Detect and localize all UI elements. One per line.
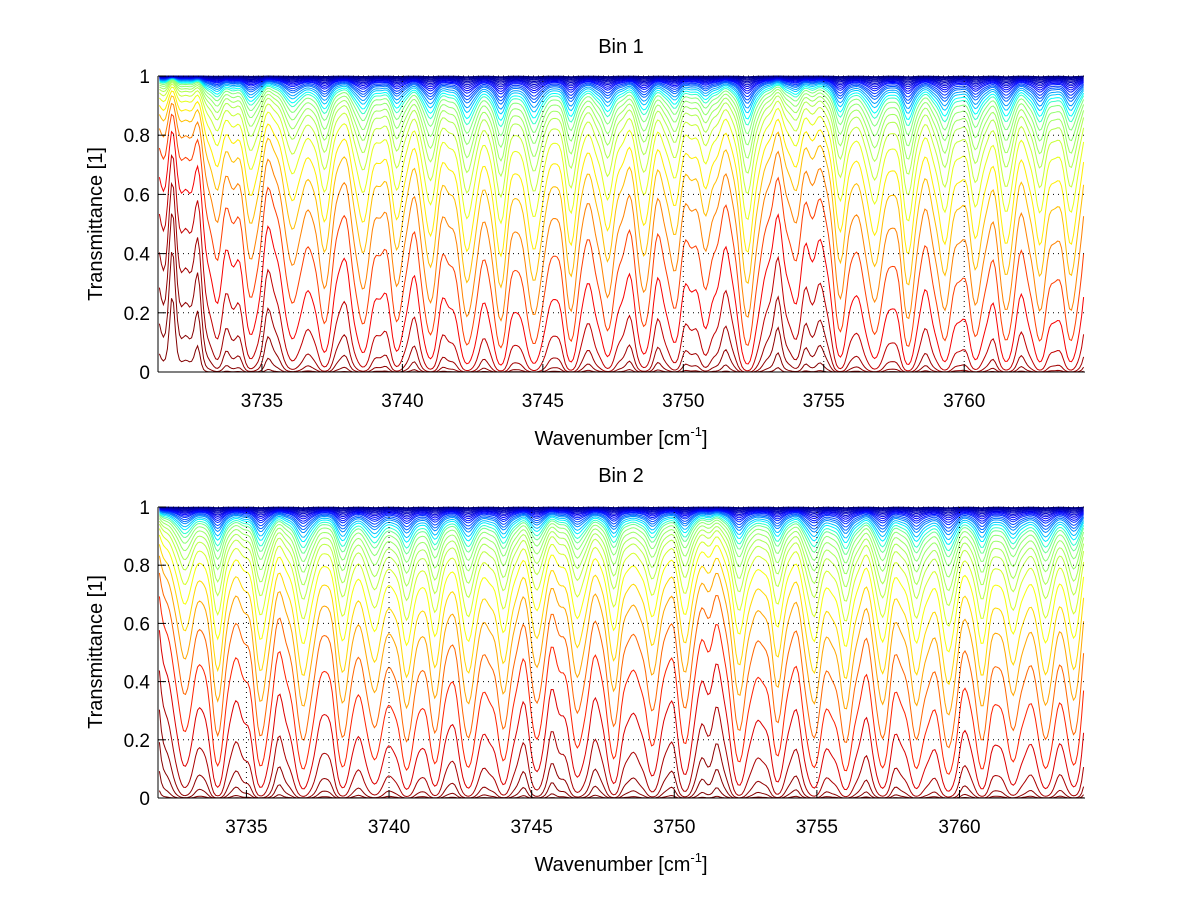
spectrum-curve (159, 509, 1084, 529)
spectrum-curve (159, 516, 1085, 567)
subplot-bin-2: Bin 2 3735 3740 3745 3750 3755 3760 0 0.2 0.4 0.… (85, 465, 1085, 876)
spectrum-curve (158, 130, 1085, 366)
spectra-curves (158, 506, 1085, 799)
spectrum-curve (158, 596, 1085, 775)
spectrum-curve (159, 80, 1085, 162)
spectrum-curve (158, 113, 1085, 349)
x-tick-label: 3760 (938, 817, 980, 838)
subplot-bin-1: Bin 1 3735 3740 3745 3750 3755 3760 0 0.2 0.4 0.… (85, 36, 1085, 450)
spectrum-curve (158, 528, 1085, 627)
y-tick-label: 0.8 (124, 126, 150, 147)
spectrum-curve (158, 102, 1085, 322)
y-tick-label: 0.2 (124, 731, 150, 752)
spectrum-curve (159, 510, 1085, 532)
chart-title: Bin 1 (598, 36, 644, 58)
spectrum-curve (159, 508, 1084, 523)
spectrum-curve (159, 75, 1084, 83)
y-tick-labels: 0 0.2 0.4 0.6 0.8 1 (124, 498, 151, 810)
spectrum-curve (159, 514, 1085, 558)
spectrum-curve (159, 518, 1085, 578)
spectrum-curve (159, 76, 1084, 86)
spectrum-curve (158, 555, 1085, 716)
spectrum-curve (159, 512, 1085, 545)
y-tick-label: 0.6 (124, 185, 150, 206)
x-axis-label: Wavenumber [cm-1] (534, 850, 707, 876)
y-axis-label: Transmittance [1] (85, 147, 107, 301)
x-tick-label: 3745 (522, 391, 564, 412)
spectrum-curve (159, 76, 1084, 95)
spectrum-curve (159, 77, 1084, 110)
spectrum-curve (158, 534, 1085, 653)
x-tick-label: 3735 (241, 391, 283, 412)
spectrum-curve (159, 507, 1084, 517)
spectrum-curve (159, 86, 1085, 225)
x-tick-label: 3740 (381, 391, 423, 412)
spectrum-curve (158, 630, 1085, 792)
y-tick-label: 0 (139, 789, 150, 810)
x-axis-label: Wavenumber [cm-1] (534, 424, 707, 450)
spectrum-curve (159, 78, 1085, 128)
spectrum-curve (159, 76, 1084, 93)
grid-lines (158, 506, 1085, 799)
y-tick-labels: 0 0.2 0.4 0.6 0.8 1 (124, 67, 151, 384)
x-tick-label: 3745 (511, 817, 553, 838)
spectrum-curve (159, 76, 1084, 90)
spectrum-curve (159, 508, 1084, 519)
spectrum-curve (158, 153, 1085, 372)
x-tick-label: 3740 (368, 817, 410, 838)
y-tick-label: 1 (139, 498, 150, 519)
y-tick-label: 0.6 (124, 614, 150, 635)
spectrum-curve (159, 77, 1085, 115)
y-tick-label: 0.2 (124, 304, 150, 325)
x-tick-label: 3750 (662, 391, 704, 412)
spectrum-curve (159, 79, 1085, 149)
spectrum-curve (158, 90, 1085, 258)
spectrum-curve (158, 213, 1085, 373)
x-tick-label: 3735 (225, 817, 267, 838)
x-tick-labels: 3735 3740 3745 3750 3755 3760 (225, 817, 980, 838)
spectrum-curve (159, 76, 1084, 88)
spectrum-curve (158, 544, 1085, 686)
y-tick-label: 0 (139, 363, 150, 384)
spectrum-curve (158, 95, 1085, 289)
spectrum-curve (158, 742, 1084, 799)
spectrum-curve (158, 181, 1085, 373)
spectrum-curve (159, 509, 1084, 526)
y-tick-label: 0.4 (124, 245, 151, 266)
y-tick-label: 1 (139, 67, 150, 88)
y-tick-label: 0.4 (124, 673, 151, 694)
spectrum-curve (159, 77, 1084, 105)
chart-title: Bin 2 (598, 465, 644, 487)
x-tick-label: 3760 (943, 391, 985, 412)
x-tick-label: 3750 (653, 817, 695, 838)
spectrum-curve (159, 513, 1085, 552)
x-tick-labels: 3735 3740 3745 3750 3755 3760 (241, 391, 986, 412)
y-tick-label: 0.8 (124, 556, 150, 577)
spectrum-curve (159, 507, 1084, 515)
spectrum-curve (159, 511, 1085, 541)
axes (157, 506, 1085, 799)
spectrum-curve (159, 510, 1085, 536)
spectra-curves (158, 75, 1085, 373)
spectrum-curve (158, 520, 1085, 592)
spectrum-curve (159, 76, 1084, 102)
spectrum-curve (159, 507, 1084, 514)
spectrum-curve (159, 76, 1084, 98)
spectrum-curve (159, 83, 1085, 199)
spectrum-curve (159, 508, 1084, 521)
spectrum-curve (159, 82, 1085, 178)
spectrum-curve (159, 78, 1085, 122)
axes (157, 75, 1085, 373)
y-axis-label: Transmittance [1] (85, 575, 107, 729)
x-tick-label: 3755 (803, 391, 845, 412)
spectrum-curve (158, 709, 1085, 799)
spectrum-curve (158, 670, 1085, 798)
x-tick-label: 3755 (796, 817, 838, 838)
spectrum-curve (159, 79, 1085, 137)
spectrum-curve (158, 572, 1085, 749)
